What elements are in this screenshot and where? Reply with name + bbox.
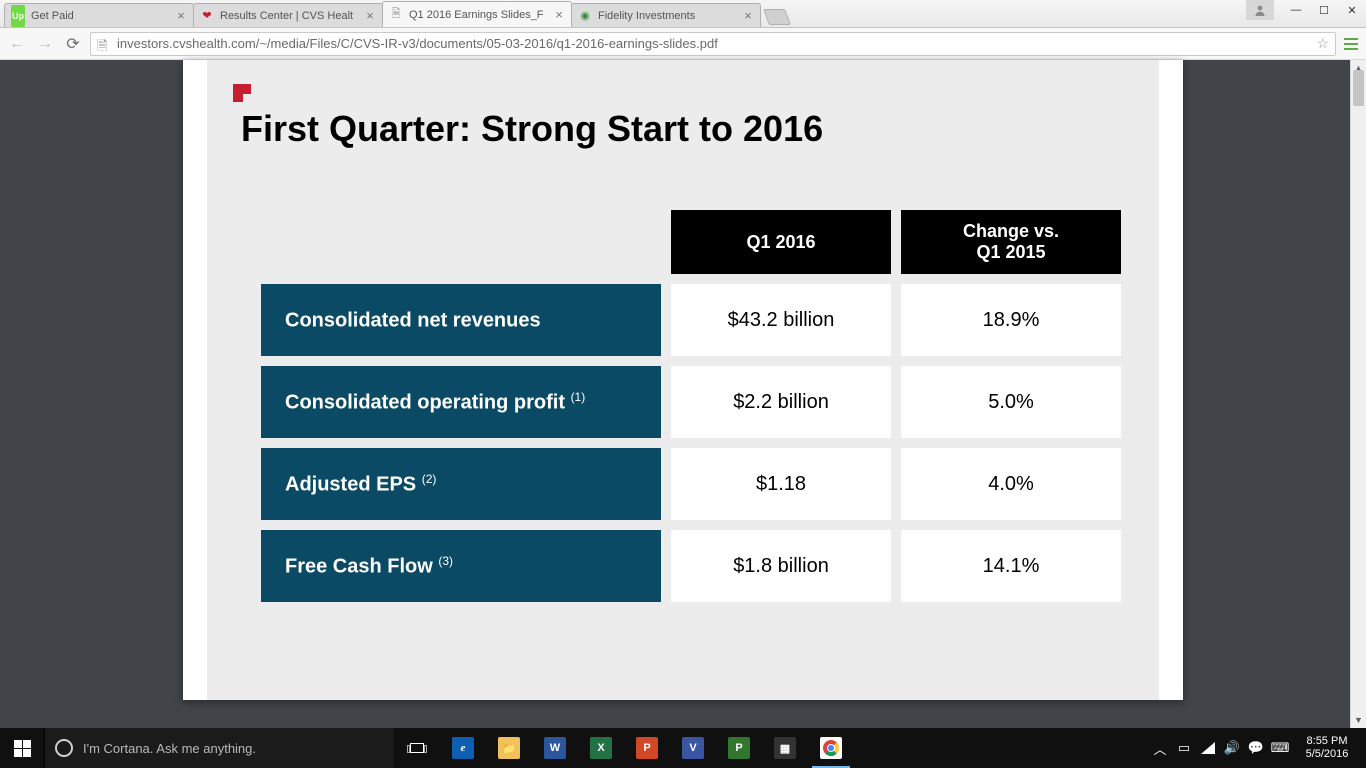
vertical-scrollbar[interactable]: ▲ ▼: [1350, 60, 1366, 728]
cortana-placeholder: I'm Cortana. Ask me anything.: [83, 741, 256, 756]
pdf-viewer: First Quarter: Strong Start to 2016 Q1 2…: [0, 60, 1366, 728]
keyboard-icon[interactable]: ⌨: [1268, 728, 1292, 768]
table-row: Adjusted EPS (2) $1.18 4.0%: [261, 448, 1121, 520]
tab-get-paid[interactable]: Up Get Paid ×: [4, 3, 194, 27]
project-app[interactable]: P: [716, 728, 762, 768]
scrollbar-thumb[interactable]: [1353, 70, 1364, 106]
tab-fidelity[interactable]: ◉ Fidelity Investments ×: [571, 3, 761, 27]
tab-label: Fidelity Investments: [598, 10, 738, 22]
upwork-icon: Up: [11, 9, 25, 23]
row-q1-value: $1.18: [671, 448, 891, 520]
tab-label: Results Center | CVS Healt: [220, 10, 360, 22]
url-text: investors.cvshealth.com/~/media/Files/C/…: [117, 36, 1310, 51]
clock-time: 8:55 PM: [1292, 735, 1362, 748]
pdf-icon: 🗎: [389, 8, 403, 22]
tab-label: Get Paid: [31, 10, 171, 22]
table-row: Free Cash Flow (3) $1.8 billion 14.1%: [261, 530, 1121, 602]
windows-taskbar: I'm Cortana. Ask me anything. e 📁 W X P …: [0, 728, 1366, 768]
scroll-down-icon[interactable]: ▼: [1351, 712, 1366, 728]
cortana-ring-icon: [55, 739, 73, 757]
cortana-search[interactable]: I'm Cortana. Ask me anything.: [44, 728, 394, 768]
file-explorer-app[interactable]: 📁: [486, 728, 532, 768]
volume-icon[interactable]: 🔊: [1220, 728, 1244, 768]
slide-title: First Quarter: Strong Start to 2016: [241, 108, 1135, 150]
powerpoint-app[interactable]: P: [624, 728, 670, 768]
tab-label: Q1 2016 Earnings Slides_F: [409, 9, 549, 21]
chrome-user-icon[interactable]: [1246, 0, 1274, 20]
row-q1-value: $1.8 billion: [671, 530, 891, 602]
edge-app[interactable]: e: [440, 728, 486, 768]
table-header-change: Change vs. Q1 2015: [901, 210, 1121, 274]
network-icon[interactable]: [1196, 728, 1220, 768]
start-button[interactable]: [0, 728, 44, 768]
cvs-heart-icon: ❤: [200, 9, 214, 23]
cvs-corner-mark-icon: [233, 84, 251, 102]
close-icon[interactable]: ×: [553, 9, 565, 21]
row-q1-value: $43.2 billion: [671, 284, 891, 356]
clock-date: 5/5/2016: [1292, 748, 1362, 761]
calculator-app[interactable]: ▦: [762, 728, 808, 768]
browser-toolbar: ← → ⟳ 🗎 investors.cvshealth.com/~/media/…: [0, 28, 1366, 60]
row-label: Adjusted EPS (2): [261, 448, 661, 520]
tab-cvs-results[interactable]: ❤ Results Center | CVS Healt ×: [193, 3, 383, 27]
row-change-value: 18.9%: [901, 284, 1121, 356]
new-tab-button[interactable]: [763, 9, 791, 25]
row-change-value: 14.1%: [901, 530, 1121, 602]
financial-table: Q1 2016 Change vs. Q1 2015 Consolidated …: [251, 200, 1131, 612]
task-view-button[interactable]: [394, 728, 440, 768]
close-icon[interactable]: ×: [742, 10, 754, 22]
tab-strip: Up Get Paid × ❤ Results Center | CVS Hea…: [0, 0, 788, 27]
minimize-button[interactable]: —: [1282, 0, 1310, 20]
row-change-value: 4.0%: [901, 448, 1121, 520]
reload-button[interactable]: ⟳: [62, 33, 84, 55]
forward-button[interactable]: →: [34, 33, 56, 55]
tray-overflow-icon[interactable]: ︿: [1148, 728, 1172, 768]
table-header-blank: [261, 210, 661, 274]
pdf-page: First Quarter: Strong Start to 2016 Q1 2…: [183, 60, 1183, 700]
row-label: Free Cash Flow (3): [261, 530, 661, 602]
maximize-button[interactable]: ☐: [1310, 0, 1338, 20]
close-icon[interactable]: ×: [364, 10, 376, 22]
visio-app[interactable]: V: [670, 728, 716, 768]
row-change-value: 5.0%: [901, 366, 1121, 438]
word-app[interactable]: W: [532, 728, 578, 768]
table-header-q1: Q1 2016: [671, 210, 891, 274]
close-icon[interactable]: ×: [175, 10, 187, 22]
battery-icon[interactable]: ▭: [1172, 728, 1196, 768]
taskbar-apps: e 📁 W X P V P ▦: [394, 728, 854, 768]
fidelity-icon: ◉: [578, 9, 592, 23]
back-button[interactable]: ←: [6, 33, 28, 55]
excel-app[interactable]: X: [578, 728, 624, 768]
row-label: Consolidated net revenues: [261, 284, 661, 356]
chrome-menu-button[interactable]: [1342, 38, 1360, 50]
windows-logo-icon: [14, 740, 31, 757]
address-bar[interactable]: 🗎 investors.cvshealth.com/~/media/Files/…: [90, 32, 1336, 56]
taskbar-clock[interactable]: 8:55 PM 5/5/2016: [1292, 735, 1362, 761]
table-row: Consolidated operating profit (1) $2.2 b…: [261, 366, 1121, 438]
slide-content: First Quarter: Strong Start to 2016 Q1 2…: [207, 60, 1159, 700]
system-tray: ︿ ▭ 🔊 💬 ⌨ 8:55 PM 5/5/2016: [1148, 728, 1366, 768]
page-icon: 🗎: [97, 37, 111, 51]
close-window-button[interactable]: ✕: [1338, 0, 1366, 20]
window-controls: — ☐ ✕: [1246, 0, 1366, 20]
row-q1-value: $2.2 billion: [671, 366, 891, 438]
table-row: Consolidated net revenues $43.2 billion …: [261, 284, 1121, 356]
bookmark-star-icon[interactable]: ☆: [1316, 35, 1329, 52]
chrome-app[interactable]: [808, 728, 854, 768]
tab-earnings-pdf[interactable]: 🗎 Q1 2016 Earnings Slides_F ×: [382, 1, 572, 27]
action-center-icon[interactable]: 💬: [1244, 728, 1268, 768]
browser-titlebar: Up Get Paid × ❤ Results Center | CVS Hea…: [0, 0, 1366, 28]
row-label: Consolidated operating profit (1): [261, 366, 661, 438]
